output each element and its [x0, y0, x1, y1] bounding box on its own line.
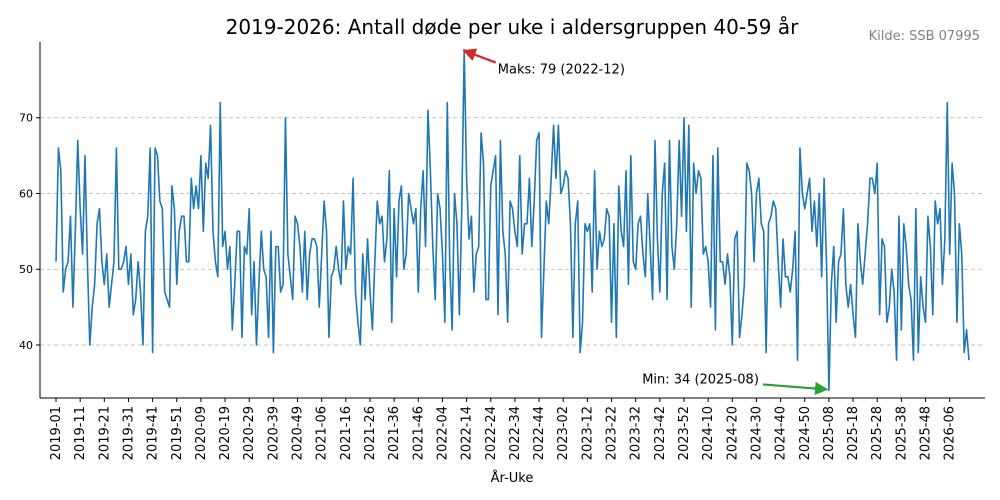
x-tick-label: 2023-32	[629, 406, 644, 460]
x-tick-label: 2025-48	[919, 406, 934, 460]
x-axis: 2019-01 2019-11 2019-21 2019-31 2019-41 2019-…	[49, 398, 958, 460]
x-tick-label: 2024-50	[798, 406, 813, 460]
source-note: Kilde: SSB 07995	[869, 29, 980, 44]
x-tick-label: 2020-39	[266, 406, 281, 460]
x-tick-label: 2022-44	[532, 406, 547, 460]
x-tick-label: 2022-24	[484, 406, 499, 460]
y-tick-label: 60	[19, 187, 33, 200]
x-tick-label: 2022-14	[460, 406, 475, 460]
max-annotation-arrow	[462, 48, 497, 64]
x-tick-label: 2020-29	[242, 406, 257, 460]
x-tick-label: 2024-20	[725, 406, 740, 460]
y-grid	[40, 117, 985, 346]
x-tick-label: 2019-31	[121, 406, 136, 460]
y-axis: 40 50 60 70	[19, 112, 40, 352]
annotations: Maks: 79 (2022-12) Min: 34 (2025-08)	[462, 48, 829, 396]
x-tick-label: 2019-41	[146, 406, 161, 460]
x-tick-label: 2020-09	[194, 406, 209, 460]
x-tick-label: 2025-18	[846, 406, 861, 460]
x-tick-label: 2020-19	[218, 406, 233, 460]
x-tick-label: 2021-16	[339, 406, 354, 460]
x-tick-label: 2022-04	[435, 406, 450, 460]
x-axis-label: År-Uke	[491, 470, 534, 486]
x-tick-label: 2021-06	[315, 406, 330, 460]
x-tick-label: 2024-10	[701, 406, 716, 460]
max-annotation-label: Maks: 79 (2022-12)	[498, 63, 625, 78]
x-tick-label: 2023-02	[556, 406, 571, 460]
x-tick-label: 2024-40	[774, 406, 789, 460]
x-tick-label: 2025-08	[822, 406, 837, 460]
x-tick-label: 2020-49	[291, 406, 306, 460]
x-tick-label: 2026-06	[943, 406, 958, 460]
series-line	[55, 48, 970, 392]
x-tick-label: 2019-11	[73, 406, 88, 460]
x-tick-label: 2023-12	[580, 406, 595, 460]
x-tick-label: 2021-46	[411, 406, 426, 460]
x-tick-label: 2021-26	[363, 406, 378, 460]
x-tick-label: 2019-51	[170, 406, 185, 460]
y-tick-label: 50	[19, 263, 33, 276]
min-annotation-label: Min: 34 (2025-08)	[642, 372, 759, 387]
x-tick-label: 2023-22	[605, 406, 620, 460]
x-tick-label: 2023-42	[653, 406, 668, 460]
x-tick-label: 2019-01	[49, 406, 64, 460]
y-tick-label: 40	[19, 339, 33, 352]
x-tick-label: 2025-38	[894, 406, 909, 460]
x-tick-label: 2024-30	[749, 406, 764, 460]
x-tick-label: 2025-28	[870, 406, 885, 460]
chart-title: 2019-2026: Antall døde per uke i aldersg…	[226, 15, 800, 39]
x-tick-label: 2022-34	[508, 406, 523, 460]
x-tick-label: 2023-52	[677, 406, 692, 460]
x-tick-label: 2019-21	[97, 406, 112, 460]
x-tick-label: 2021-36	[387, 406, 402, 460]
min-annotation-arrow	[762, 381, 829, 396]
y-tick-label: 70	[19, 112, 33, 125]
